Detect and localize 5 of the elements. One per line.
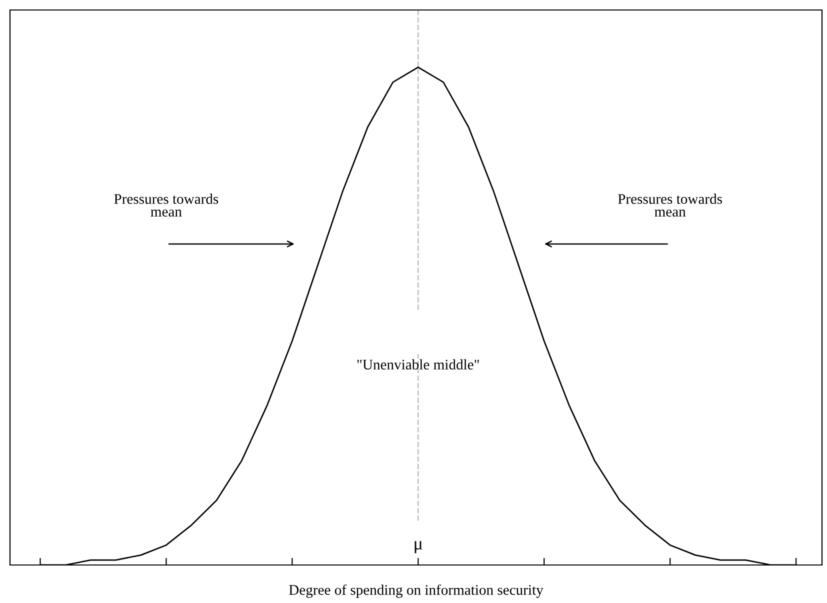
annotation: Pressures towards mean	[618, 194, 722, 217]
annotation: "Unenviable middle"	[357, 359, 479, 370]
annotation: μ	[414, 541, 422, 554]
x-axis-title: Degree of spending on information security	[289, 584, 544, 598]
annotation: Pressures towards mean	[114, 194, 218, 217]
